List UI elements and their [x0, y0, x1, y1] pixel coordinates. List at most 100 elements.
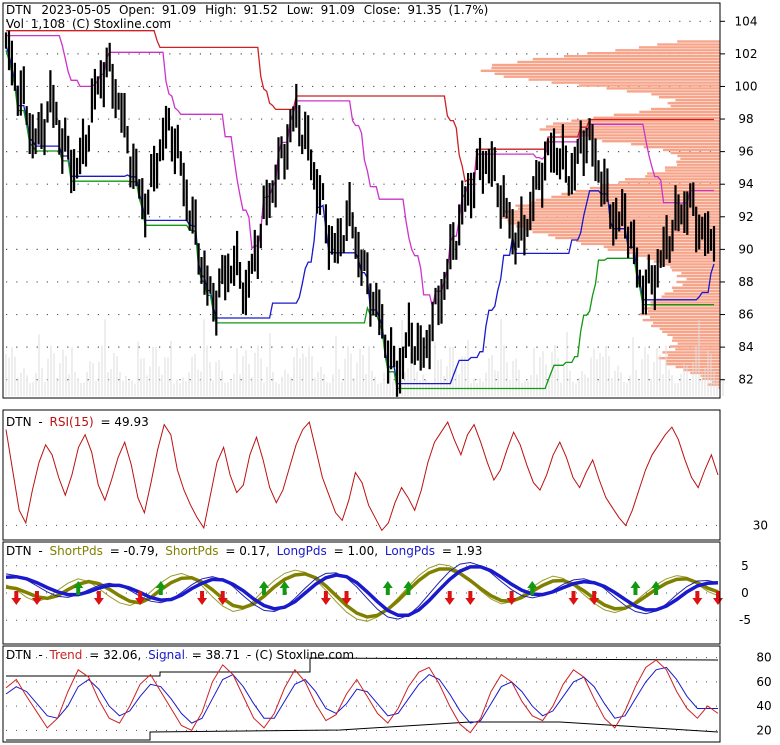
- arrow-down-icon: [320, 591, 331, 605]
- volume-profile-bar: [564, 55, 720, 58]
- volume-profile-bar: [480, 69, 720, 72]
- price-panel: 104 102 100 98 96 94 92 90 88 86 84 82 DTN 2023-05-…: [2, 2, 758, 399]
- pds-arrows: [11, 581, 723, 605]
- volume-profile-bar: [638, 46, 720, 49]
- price-tick-label: 100: [735, 79, 758, 93]
- volume-profile-bar: [664, 166, 720, 169]
- volume-profile-bar: [672, 336, 720, 339]
- short-pds-line-1: [5, 563, 719, 622]
- rsi-dash: -: [38, 415, 42, 429]
- volume-bars: [5, 318, 724, 396]
- volume-profile-bar: [553, 131, 720, 134]
- volume-profile-bar: [518, 207, 720, 210]
- price-axis-ticks: 104 102 100 98 96 94 92 90 88 86 84 82: [720, 14, 758, 387]
- volume-profile-bar: [639, 110, 720, 114]
- trend-tick-label: 60: [756, 675, 771, 689]
- volume-profile-bar: [618, 181, 720, 184]
- short-pds-label-1: ShortPds: [50, 544, 103, 558]
- pds-tick-label: 0: [741, 586, 749, 600]
- trend-line: [5, 659, 719, 734]
- arrow-up-icon: [527, 581, 538, 595]
- volume-profile-bar: [593, 116, 720, 119]
- pds-axis-ticks: 5 0 -5: [739, 559, 751, 627]
- long-pds-value-1: = 1.00,: [334, 544, 378, 558]
- volume-profile-bar: [669, 345, 720, 348]
- volume-profile-bar: [651, 107, 720, 111]
- date: 2023-05-05: [41, 3, 111, 17]
- arrow-up-icon: [155, 581, 166, 595]
- vol-label: Vol: [6, 17, 24, 31]
- volume-profile-bar: [670, 266, 720, 269]
- volume-profile-bar: [666, 360, 720, 363]
- volume-profile-bar: [646, 257, 720, 260]
- price-bars: [4, 30, 716, 397]
- trend-upper-band: [6, 657, 719, 677]
- volume-profile-bar: [667, 333, 720, 336]
- arrow-up-icon: [382, 581, 393, 595]
- volume-profile-bar: [670, 151, 720, 155]
- rsi-lines: [5, 421, 719, 532]
- volume-profile-bar: [658, 357, 720, 360]
- volume-profile-bar: [532, 57, 720, 61]
- volume-profile-bar: [626, 90, 720, 93]
- rsi-ticker: DTN: [6, 415, 32, 429]
- volume-profile-bar: [672, 339, 720, 342]
- volume-profile-bar: [545, 125, 720, 128]
- volume-profile-bar: [650, 316, 720, 319]
- volume-profile-bar: [675, 365, 720, 369]
- volume-profile-bar: [602, 140, 720, 143]
- volume-profile-bar: [551, 195, 720, 199]
- ticker: DTN: [6, 3, 32, 17]
- volume-profile-bar: [677, 40, 720, 43]
- volume-profile-bar: [661, 295, 720, 298]
- rsi-label: RSI(15): [50, 415, 94, 429]
- volume-profile-bar: [555, 236, 720, 240]
- rsi-axis-ticks: 30: [753, 518, 768, 532]
- volume-profile-bar: [650, 301, 720, 304]
- volume-profile-bar: [671, 269, 720, 272]
- change-value: (1.7%): [449, 3, 489, 17]
- arrow-down-icon: [692, 591, 703, 605]
- close-value: 91.35: [407, 3, 441, 17]
- volume-profile-bar: [571, 119, 720, 122]
- arrow-up-icon: [630, 581, 641, 595]
- volume-profile-bar: [673, 289, 720, 292]
- trend-tick-label: 40: [756, 699, 771, 713]
- arrow-up-icon: [258, 581, 269, 595]
- volume-profile-bar: [613, 113, 720, 116]
- trend-panel: 80 60 40 20 DTN - Trend = 32.06, Signal = 3…: [2, 645, 772, 743]
- trend-tick-label: 20: [756, 723, 771, 737]
- volume-profile-bar: [675, 99, 720, 102]
- signal-value: = 38.71: [192, 648, 240, 662]
- volume-profile-bar: [535, 198, 720, 202]
- trend-label: Trend: [49, 648, 83, 662]
- trend-lower-band: [6, 721, 719, 741]
- arrow-down-icon: [217, 591, 228, 605]
- volume-profile-bar: [677, 154, 720, 158]
- volume-profile-bar: [561, 192, 720, 196]
- volume-profile-bar: [662, 351, 720, 354]
- volume-profile-bar: [642, 307, 720, 310]
- volume-profile-bar: [515, 204, 720, 207]
- volume-profile-bar: [539, 128, 720, 131]
- volume-profile-bar: [677, 163, 720, 166]
- channel-upper-long: [6, 30, 714, 183]
- trend-copyright: - (C) Stoxline.com: [247, 648, 354, 662]
- volume-profile-bar: [639, 313, 720, 316]
- volume-profile-bar: [680, 157, 720, 160]
- price-header-line1: DTN 2023-05-05 Open: 91.09 High: 91.52 L…: [6, 3, 488, 17]
- arrow-up-icon: [651, 581, 662, 595]
- volume-profile-bar: [606, 87, 720, 90]
- volume-profile-bar: [676, 274, 720, 278]
- long-pds-value-2: = 1.93: [442, 544, 483, 558]
- volume-profile-bar: [615, 49, 720, 52]
- arrow-down-icon: [589, 591, 600, 605]
- low-label: Low:: [287, 3, 314, 17]
- trend-dash: -: [38, 648, 42, 662]
- rsi-line: [5, 421, 719, 532]
- volume-profile-bar: [503, 75, 720, 78]
- arrow-down-icon: [135, 591, 146, 605]
- volume-profile-bar: [657, 43, 720, 46]
- arrow-down-icon: [713, 591, 723, 605]
